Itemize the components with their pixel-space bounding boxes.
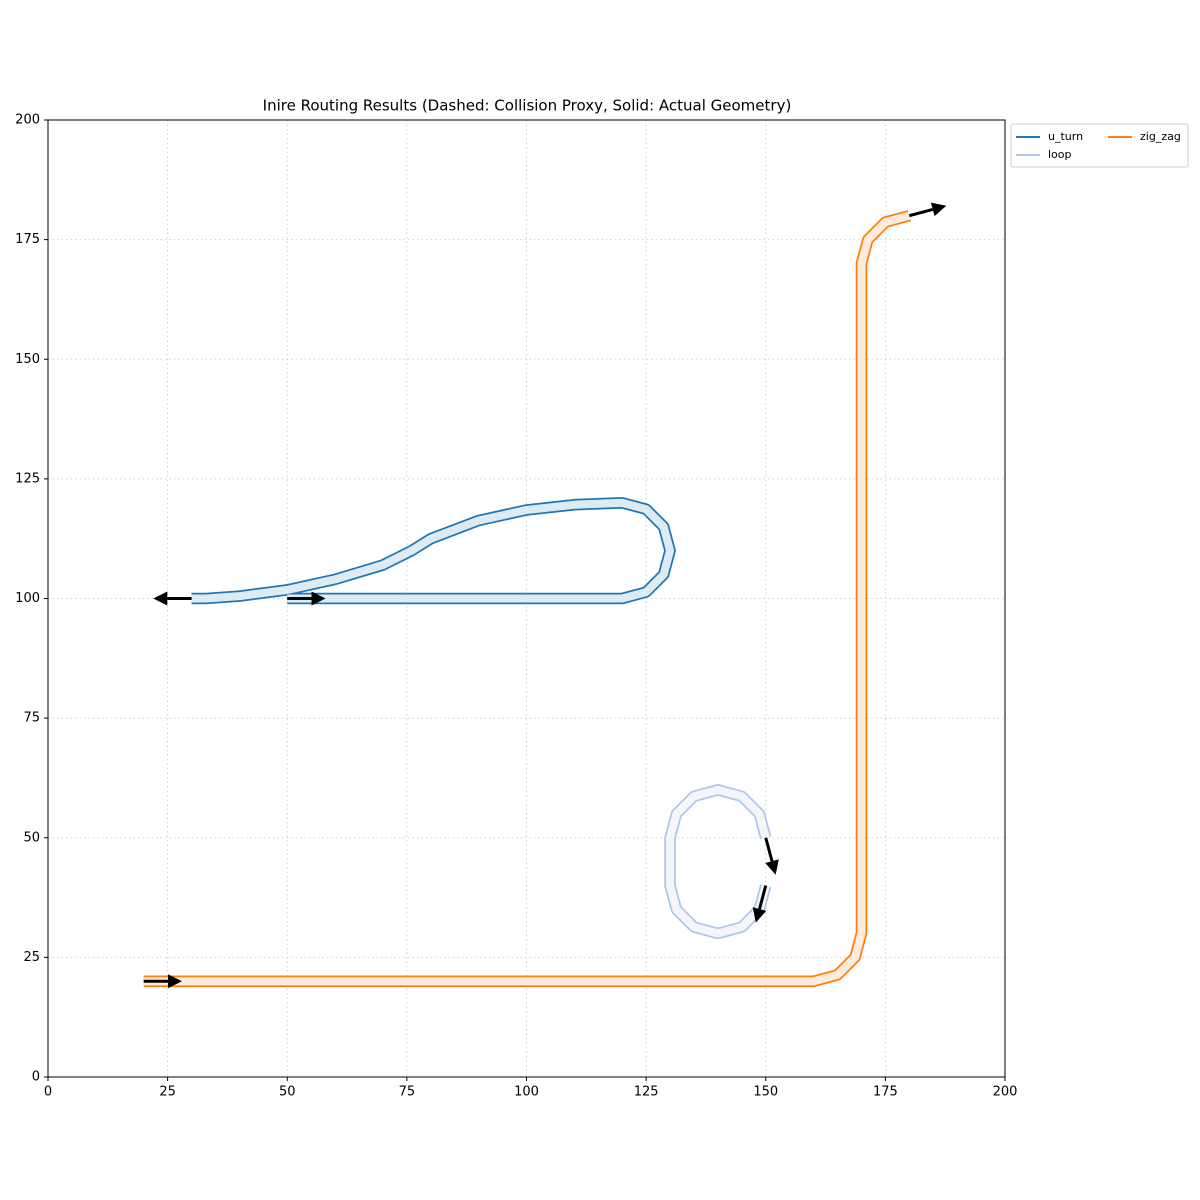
route-body [143,211,911,986]
endpoint-arrow-head [153,591,168,606]
y-tick-label: 75 [23,711,40,726]
y-tick-label: 150 [15,352,40,367]
y-tick-label: 175 [15,232,40,247]
x-tick-label: 125 [634,1085,659,1100]
x-tick-label: 75 [399,1085,416,1100]
x-tick-label: 200 [993,1085,1018,1100]
route-body [191,498,675,603]
y-tick-label: 200 [15,113,40,128]
legend-box [1010,123,1189,168]
endpoint-arrow-head [311,591,326,606]
x-tick-label: 50 [279,1085,296,1100]
x-tick-label: 25 [159,1085,176,1100]
x-tick-label: 0 [44,1085,52,1100]
legend-label: zig_zag [1140,130,1181,143]
y-tick-label: 0 [32,1070,40,1085]
y-tick-label: 25 [23,950,40,965]
y-tick-label: 125 [15,471,40,486]
x-tick-label: 100 [514,1085,539,1100]
endpoint-arrow-head [167,974,182,989]
endpoint-arrow-head [752,907,767,923]
y-tick-label: 50 [23,830,40,845]
endpoint-arrow-head [765,859,779,875]
endpoint-arrow-shaft [764,837,774,862]
plot-area [47,119,1006,1078]
y-tick-label: 100 [15,591,40,606]
endpoint-arrow-shaft [758,885,768,910]
route-body [666,785,770,938]
route-outline [191,497,676,605]
legend-label: u_turn [1048,130,1083,143]
endpoint-arrow-shaft [908,207,934,218]
x-tick-label: 150 [753,1085,778,1100]
legend-label: loop [1048,148,1072,161]
chart-title: Inire Routing Results (Dashed: Collision… [263,97,792,115]
x-tick-label: 175 [873,1085,898,1100]
endpoint-arrow-head [930,202,947,217]
